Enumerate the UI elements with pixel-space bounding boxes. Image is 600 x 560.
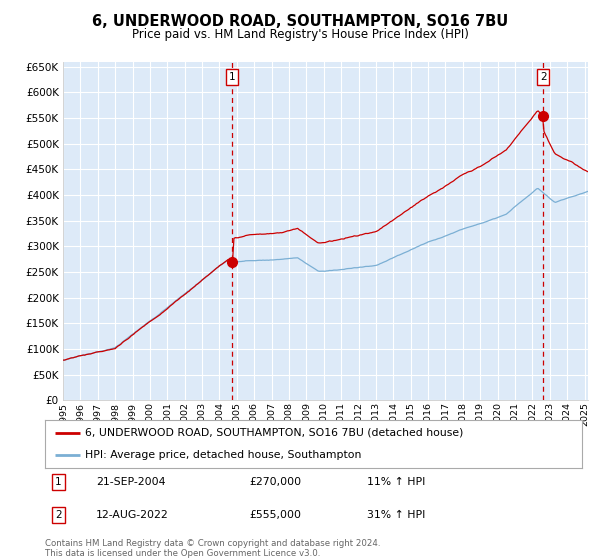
Text: £555,000: £555,000 [249, 510, 301, 520]
Text: Contains HM Land Registry data © Crown copyright and database right 2024.
This d: Contains HM Land Registry data © Crown c… [45, 539, 380, 558]
Text: £270,000: £270,000 [249, 477, 301, 487]
Text: 2: 2 [540, 72, 547, 82]
Text: HPI: Average price, detached house, Southampton: HPI: Average price, detached house, Sout… [85, 450, 362, 460]
Text: 11% ↑ HPI: 11% ↑ HPI [367, 477, 425, 487]
Text: 12-AUG-2022: 12-AUG-2022 [96, 510, 169, 520]
Text: 21-SEP-2004: 21-SEP-2004 [96, 477, 166, 487]
Text: 6, UNDERWOOD ROAD, SOUTHAMPTON, SO16 7BU: 6, UNDERWOOD ROAD, SOUTHAMPTON, SO16 7BU [92, 14, 508, 29]
Text: 6, UNDERWOOD ROAD, SOUTHAMPTON, SO16 7BU (detached house): 6, UNDERWOOD ROAD, SOUTHAMPTON, SO16 7BU… [85, 428, 464, 438]
Text: 31% ↑ HPI: 31% ↑ HPI [367, 510, 425, 520]
Text: 1: 1 [55, 477, 62, 487]
Text: 1: 1 [229, 72, 235, 82]
Text: 2: 2 [55, 510, 62, 520]
Text: Price paid vs. HM Land Registry's House Price Index (HPI): Price paid vs. HM Land Registry's House … [131, 28, 469, 41]
